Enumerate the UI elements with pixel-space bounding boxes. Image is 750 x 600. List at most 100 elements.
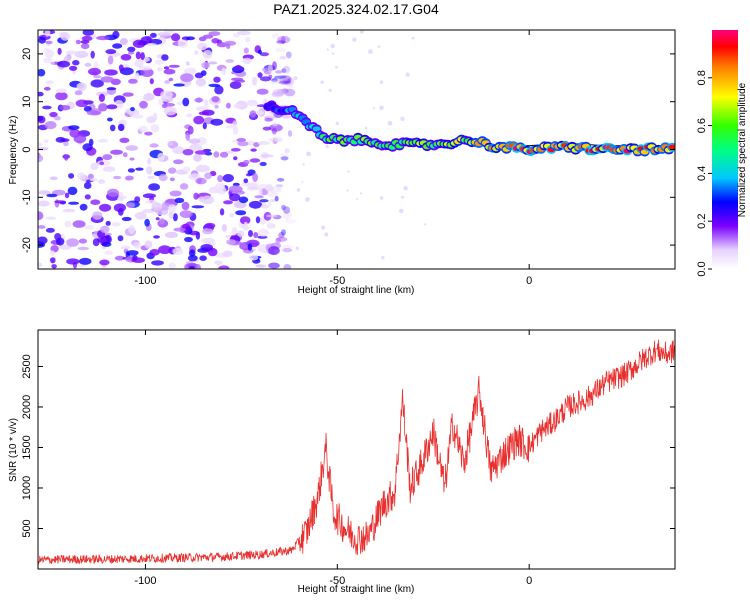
noise-blob bbox=[271, 127, 277, 135]
noise-blob bbox=[282, 244, 295, 249]
noise-blob bbox=[117, 197, 124, 202]
noise-blob bbox=[45, 216, 57, 220]
noise-dot bbox=[381, 256, 385, 260]
noise-blob bbox=[168, 77, 174, 82]
noise-blob bbox=[44, 30, 51, 37]
noise-blob bbox=[43, 57, 53, 63]
noise-blob bbox=[140, 52, 145, 61]
noise-blob bbox=[168, 262, 177, 269]
noise-blob bbox=[72, 220, 86, 228]
noise-blob bbox=[38, 225, 46, 229]
noise-blob bbox=[265, 214, 278, 218]
noise-blob bbox=[284, 88, 296, 97]
spectrogram-x-label: Height of straight line (km) bbox=[298, 285, 415, 296]
noise-blob bbox=[223, 200, 233, 205]
noise-blob bbox=[126, 202, 136, 209]
noise-blob bbox=[60, 138, 70, 142]
noise-blob bbox=[140, 68, 154, 77]
noise-blob bbox=[277, 177, 285, 182]
noise-blob bbox=[183, 67, 197, 76]
noise-blob bbox=[144, 218, 150, 227]
noise-blob bbox=[193, 115, 205, 125]
noise-blob bbox=[64, 220, 72, 228]
noise-blob bbox=[163, 106, 177, 116]
snr-plot-area bbox=[38, 330, 675, 569]
noise-blob bbox=[199, 255, 207, 261]
noise-blob bbox=[152, 112, 158, 121]
noise-blob bbox=[211, 96, 220, 103]
noise-blob bbox=[247, 186, 259, 191]
noise-blob bbox=[163, 103, 176, 107]
colorbar-tick-label: 0.4 bbox=[696, 166, 708, 181]
noise-blob bbox=[281, 204, 286, 211]
noise-blob bbox=[245, 36, 251, 43]
noise-blob bbox=[287, 130, 293, 137]
noise-blob bbox=[97, 179, 106, 184]
y-tick-label: 1000 bbox=[21, 476, 33, 500]
noise-blob bbox=[171, 33, 181, 42]
noise-blob bbox=[221, 67, 227, 76]
noise-blob bbox=[88, 67, 101, 76]
y-tick-label: 1500 bbox=[21, 435, 33, 459]
noise-dot bbox=[305, 197, 310, 202]
noise-blob bbox=[173, 227, 186, 232]
noise-blob bbox=[51, 264, 57, 269]
noise-blob bbox=[106, 104, 118, 110]
spectrogram-y-axis: -20 -10 0 10 20 bbox=[21, 48, 675, 253]
colorbar-tick-label: 0.8 bbox=[696, 70, 708, 85]
noise-blob bbox=[267, 64, 273, 73]
noise-blob bbox=[194, 264, 201, 269]
noise-blob bbox=[232, 33, 240, 38]
noise-blob bbox=[100, 76, 114, 83]
noise-blob bbox=[224, 234, 232, 239]
noise-blob bbox=[153, 235, 160, 239]
noise-blob bbox=[271, 91, 284, 98]
noise-blob bbox=[257, 141, 270, 145]
noise-blob bbox=[56, 237, 65, 246]
noise-blob bbox=[229, 81, 242, 89]
noise-blob bbox=[114, 255, 125, 261]
noise-blob bbox=[38, 36, 46, 44]
x-tick-label: -100 bbox=[134, 575, 156, 587]
noise-blob bbox=[196, 42, 208, 51]
noise-blob bbox=[282, 78, 291, 83]
y-tick-label: 20 bbox=[21, 48, 33, 60]
noise-blob bbox=[281, 36, 286, 45]
noise-blob bbox=[62, 208, 76, 213]
noise-blob bbox=[172, 247, 184, 255]
noise-blob bbox=[256, 88, 269, 95]
noise-blob bbox=[38, 211, 44, 221]
noise-blob bbox=[105, 49, 117, 55]
noise-blob bbox=[276, 76, 288, 83]
noise-dot bbox=[296, 188, 301, 192]
noise-blob bbox=[67, 186, 78, 196]
noise-blob bbox=[276, 40, 286, 44]
noise-blob bbox=[208, 31, 221, 36]
noise-blob bbox=[255, 264, 267, 268]
noise-blob bbox=[38, 190, 51, 195]
noise-blob bbox=[57, 47, 62, 55]
noise-blob bbox=[76, 83, 85, 89]
noise-blob bbox=[147, 158, 152, 165]
noise-blob bbox=[280, 244, 291, 253]
noise-blob bbox=[57, 60, 71, 68]
noise-blob bbox=[262, 126, 271, 131]
y-tick-label: 0 bbox=[21, 146, 33, 152]
noise-blob bbox=[167, 141, 174, 146]
noise-blob bbox=[103, 166, 116, 173]
noise-blob bbox=[226, 43, 231, 49]
noise-blob bbox=[128, 225, 136, 234]
noise-blob bbox=[248, 230, 253, 237]
noise-blob bbox=[275, 237, 282, 244]
noise-dot bbox=[377, 45, 381, 48]
noise-blob bbox=[168, 64, 180, 68]
noise-blob bbox=[249, 158, 261, 163]
noise-blob bbox=[222, 250, 233, 258]
noise-blob bbox=[202, 122, 207, 130]
noise-blob bbox=[250, 148, 257, 152]
noise-blob bbox=[66, 258, 80, 265]
noise-blob bbox=[272, 122, 279, 127]
noise-blob bbox=[155, 217, 160, 221]
noise-dot bbox=[335, 121, 339, 126]
noise-blob bbox=[278, 232, 285, 239]
